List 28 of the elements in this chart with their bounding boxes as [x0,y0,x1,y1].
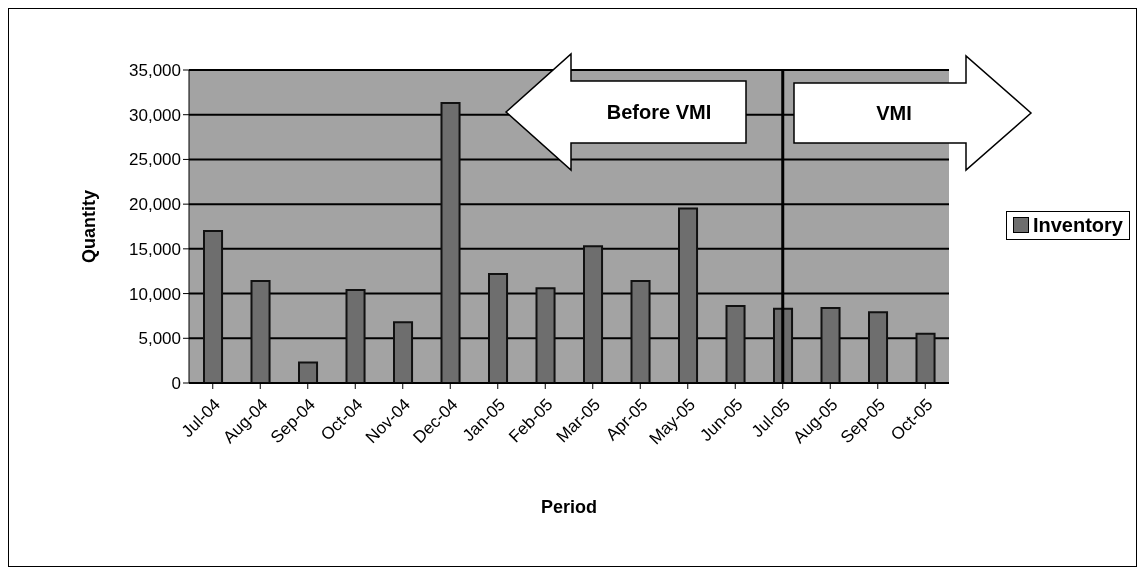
y-tick-label: 20,000 [129,195,181,215]
y-tick-label: 25,000 [129,150,181,170]
bar [725,305,746,383]
annotation: VMI [876,102,912,124]
y-tick-label: 35,000 [129,61,181,81]
legend-label: Inventory [1032,213,1123,237]
y-tick-label: 0 [171,374,181,394]
bar [868,311,889,383]
y-axis-title: Quantity [79,189,100,264]
bar [393,321,414,383]
x-axis-title: Period [540,497,598,517]
bar [678,207,699,383]
bar [583,245,604,383]
y-tick-label: 10,000 [129,284,181,304]
y-tick-label: 15,000 [129,239,181,259]
bar [820,306,841,383]
bar [915,332,936,383]
bar [250,280,271,383]
y-tick-label: 5,000 [138,329,181,349]
bar [345,288,366,383]
bar [630,280,651,383]
bar [298,361,319,383]
bar [440,102,461,383]
bar [535,287,556,383]
annotation: Before VMI [606,101,712,123]
bar [488,272,509,383]
bar [203,229,224,383]
y-tick-label: 30,000 [129,105,181,125]
